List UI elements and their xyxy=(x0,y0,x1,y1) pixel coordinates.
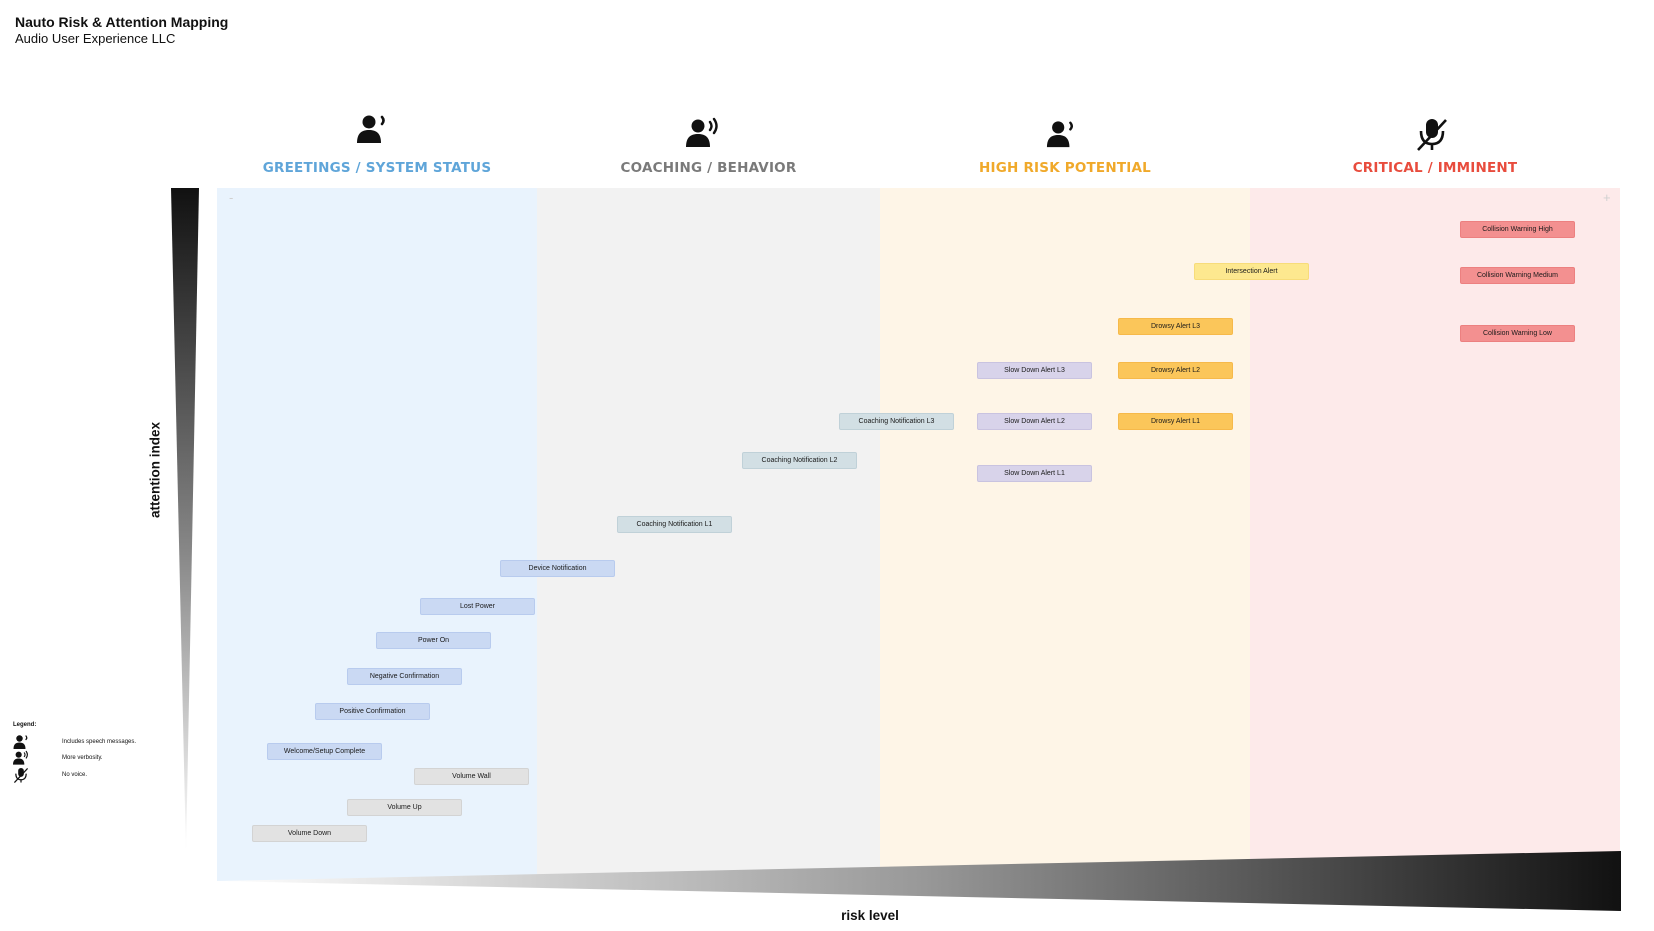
alert-box: Volume Up xyxy=(347,799,462,816)
alert-box: Welcome/Setup Complete xyxy=(267,743,382,760)
alert-box: Lost Power xyxy=(420,598,535,615)
low-marker: - xyxy=(229,190,234,205)
alert-box: Device Notification xyxy=(500,560,615,577)
column-header-greetings: GREETINGS / SYSTEM STATUS xyxy=(262,160,492,176)
speaking-person-icon xyxy=(1046,119,1076,154)
zone-greetings xyxy=(217,188,537,881)
alert-box: Slow Down Alert L1 xyxy=(977,465,1092,482)
alert-box: Drowsy Alert L3 xyxy=(1118,318,1233,335)
alert-box: Positive Confirmation xyxy=(315,703,430,720)
alert-box: Collision Warning High xyxy=(1460,221,1575,238)
column-header-high-risk: HIGH RISK POTENTIAL xyxy=(979,160,1151,176)
page-subtitle: Audio User Experience LLC xyxy=(15,31,176,46)
legend-text: More verbosity. xyxy=(62,755,103,761)
column-header-critical: CRITICAL / IMMINENT xyxy=(1352,160,1518,176)
zone-high-risk xyxy=(880,188,1250,881)
alert-box: Slow Down Alert L2 xyxy=(977,413,1092,430)
zone-critical xyxy=(1250,188,1620,881)
alert-box: Slow Down Alert L3 xyxy=(977,362,1092,379)
legend-title: Legend: xyxy=(13,722,37,728)
alert-box: Volume Down xyxy=(252,825,367,842)
muted-microphone-icon xyxy=(13,767,29,788)
legend-text: Includes speech messages. xyxy=(62,739,137,745)
alert-box: Coaching Notification L3 xyxy=(839,413,954,430)
verbose-speaking-person-icon xyxy=(13,750,30,771)
column-header-coaching: COACHING / BEHAVIOR xyxy=(620,160,797,176)
alert-box: Power On xyxy=(376,632,491,649)
x-axis-label: risk level xyxy=(841,908,899,923)
verbose-speaking-person-icon xyxy=(686,117,722,154)
alert-box: Collision Warning Medium xyxy=(1460,267,1575,284)
alert-box: Coaching Notification L1 xyxy=(617,516,732,533)
alert-box: Negative Confirmation xyxy=(347,668,462,685)
risk-level-gradient xyxy=(217,851,1621,911)
speaking-person-icon xyxy=(13,734,29,755)
alert-box: Drowsy Alert L1 xyxy=(1118,413,1233,430)
alert-box: Coaching Notification L2 xyxy=(742,452,857,469)
alert-box: Volume Wall xyxy=(414,768,529,785)
alert-box: Drowsy Alert L2 xyxy=(1118,362,1233,379)
zone-coaching xyxy=(537,188,880,881)
speaking-person-icon xyxy=(356,113,388,150)
muted-microphone-icon xyxy=(1415,117,1449,156)
alert-box: Collision Warning Low xyxy=(1460,325,1575,342)
page-title: Nauto Risk & Attention Mapping xyxy=(15,14,229,30)
high-marker: + xyxy=(1603,190,1611,205)
alert-box: Intersection Alert xyxy=(1194,263,1309,280)
attention-index-gradient xyxy=(171,188,199,853)
legend-text: No voice. xyxy=(62,772,88,778)
